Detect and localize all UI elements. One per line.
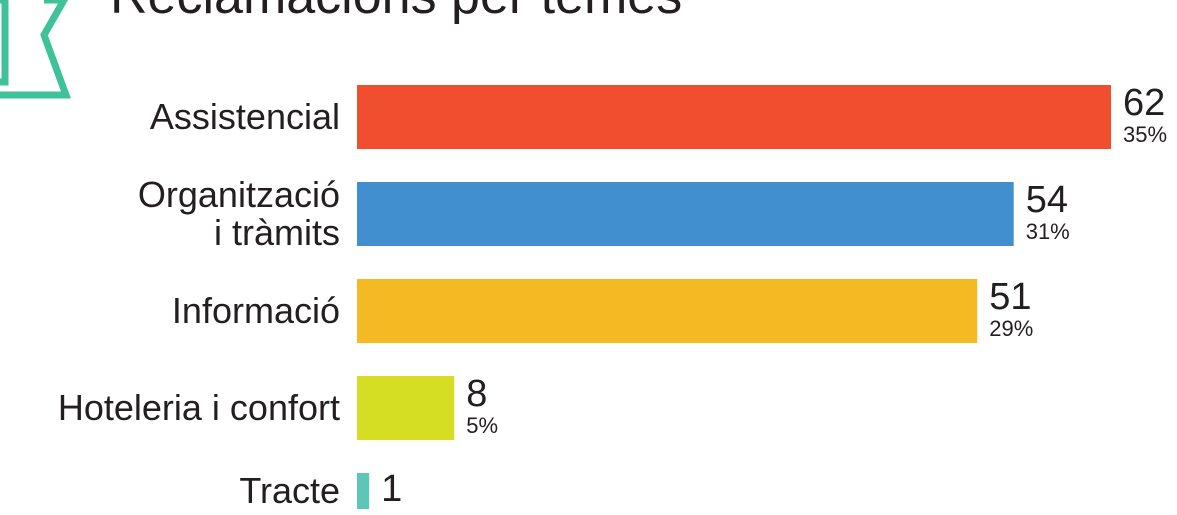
bar-4: [357, 473, 370, 509]
bar-0: [357, 85, 1111, 149]
bar-3: [357, 376, 455, 440]
decorative-frame-inner: [0, 0, 9, 86]
value-label-3: 8: [466, 373, 487, 415]
value-label-1: 54: [1026, 179, 1068, 221]
percent-label-1: 31%: [1026, 219, 1070, 244]
category-label-4: Tracte: [239, 470, 340, 511]
category-label-1-line-0: Organització: [138, 174, 340, 215]
percent-label-3: 5%: [466, 413, 498, 438]
value-label-2: 51: [989, 276, 1031, 318]
category-label-1-line-1: i tràmits: [214, 212, 340, 253]
bar-2: [357, 279, 978, 343]
value-label-0: 62: [1123, 82, 1165, 124]
category-label-2: Informació: [172, 290, 340, 331]
category-label-3: Hoteleria i confort: [58, 387, 340, 428]
percent-label-2: 29%: [989, 316, 1033, 341]
percent-label-0: 35%: [1123, 122, 1167, 147]
chart-title: Reclamacions per temes: [110, 0, 682, 25]
decorative-frame-shape: [0, 0, 72, 99]
bar-1: [357, 182, 1014, 246]
category-label-0: Assistencial: [150, 96, 340, 137]
value-label-4: 1: [381, 468, 402, 510]
